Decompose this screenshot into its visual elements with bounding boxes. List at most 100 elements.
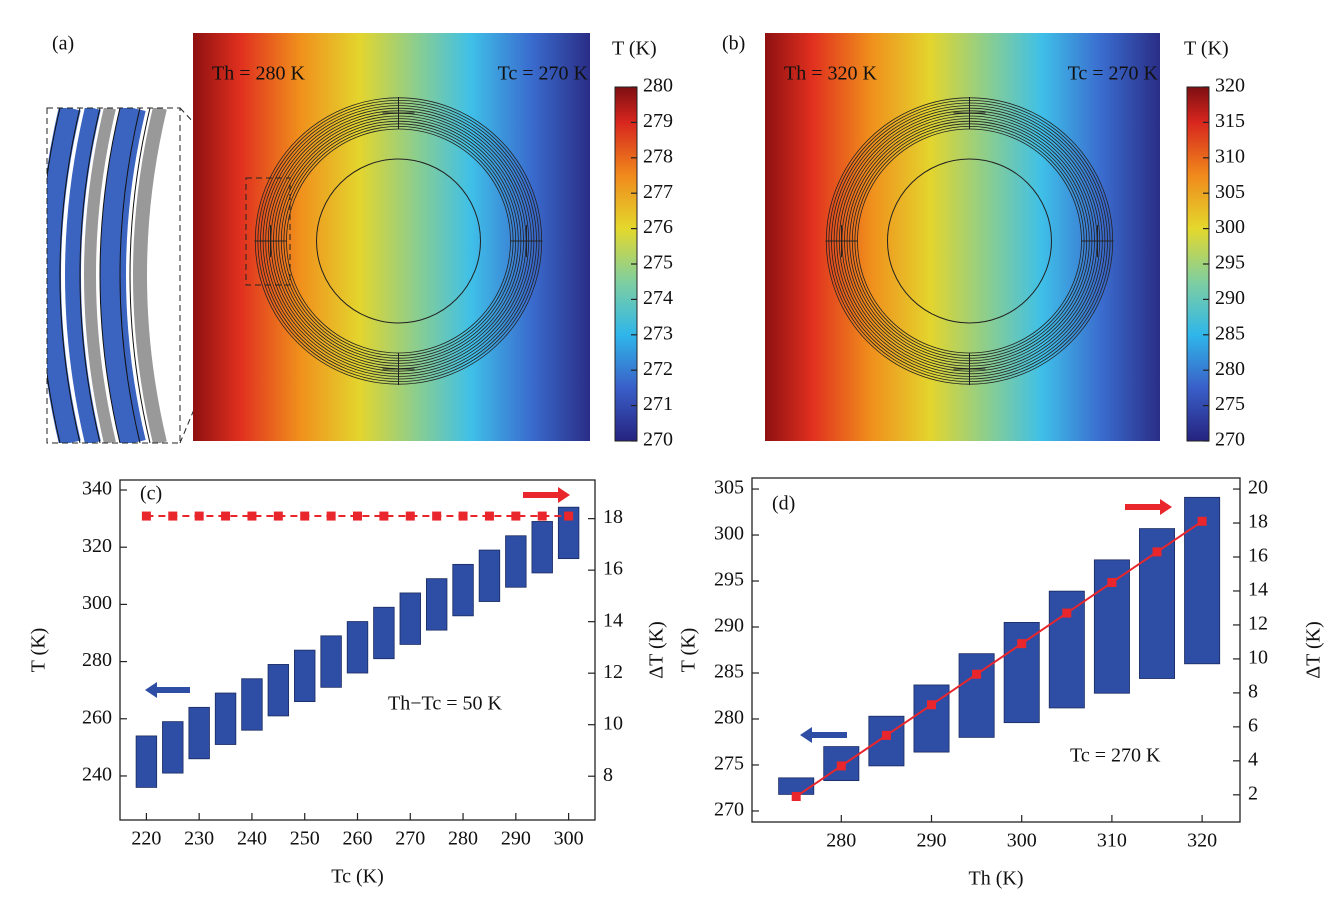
colorbar-tick-label: 279 [643, 110, 673, 132]
x-tick-label: 220 [131, 828, 161, 850]
range-bar [373, 606, 395, 660]
y-tick-label: 285 [714, 661, 744, 683]
delta-t-marker [221, 511, 231, 521]
colorbar-tick-label: 272 [643, 358, 673, 380]
colorbar-tick-label: 277 [643, 181, 673, 203]
temperature-field [193, 33, 590, 441]
delta-t-marker [484, 511, 494, 521]
range-bar [320, 635, 342, 688]
x-axis-label: Th (K) [969, 868, 1024, 890]
range-bar [478, 549, 501, 602]
x-tick-label: 240 [237, 828, 267, 850]
y-tick-label: 280 [82, 649, 112, 671]
y2-tick-label: 10 [603, 712, 623, 734]
colorbar-tick-label: 315 [1215, 110, 1245, 132]
delta-t-marker [1017, 639, 1027, 649]
delta-t-marker [326, 511, 336, 521]
colorbar-tick-label: 305 [1215, 181, 1245, 203]
x-tick-label: 320 [1187, 830, 1217, 852]
inset-frame [46, 107, 181, 444]
colorbar-tick-label: 295 [1215, 252, 1245, 274]
panel-label: (d) [772, 493, 795, 515]
y-tick-label: 320 [82, 535, 112, 557]
range-bar [241, 678, 263, 731]
colorbar-tick-label: 270 [1215, 429, 1245, 451]
delta-t-marker [1107, 577, 1117, 587]
range-bar [346, 621, 369, 674]
y-tick-label: 305 [714, 477, 744, 499]
arrow-head [1160, 499, 1172, 515]
inset [47, 108, 167, 443]
x-axis-label: Tc (K) [331, 866, 383, 888]
panel-label: (a) [52, 33, 74, 55]
cross-mark [953, 353, 986, 385]
delta-t-marker [379, 511, 389, 521]
delta-t-marker [511, 511, 521, 521]
delta-t-marker [141, 511, 151, 521]
cross-mark [953, 97, 986, 129]
zoom-box [245, 177, 291, 286]
annotation: Th = 320 K [784, 63, 877, 85]
y-tick-label: 340 [82, 478, 112, 500]
delta-t-marker [432, 511, 442, 521]
colorbar-tick-label: 275 [643, 252, 673, 274]
delta-t-marker [927, 700, 937, 710]
colorbar-title: T (K) [1184, 38, 1229, 60]
x-tick-label: 280 [826, 830, 856, 852]
y-tick-label: 295 [714, 569, 744, 591]
colorbar-tick-label: 310 [1215, 145, 1245, 167]
range-bar [868, 715, 905, 767]
colorbar-title: T (K) [612, 38, 657, 60]
delta-t-marker [300, 511, 310, 521]
y2-tick-label: 14 [1248, 579, 1268, 601]
plot-frame [751, 477, 1241, 823]
y2-axis-label: ΔT (K) [1303, 621, 1325, 678]
y-tick-label: 270 [714, 799, 744, 821]
x-tick-label: 300 [1007, 830, 1037, 852]
delta-t-marker [1197, 516, 1207, 526]
x-tick-label: 260 [343, 828, 373, 850]
y2-tick-label: 16 [1248, 545, 1268, 567]
range-bar [425, 578, 448, 631]
annotation: Tc = 270 K [1070, 745, 1161, 767]
y-tick-label: 240 [82, 764, 112, 786]
y2-tick-label: 2 [1248, 782, 1258, 804]
range-bar [188, 706, 210, 760]
range-bar [1048, 590, 1085, 709]
x-tick-label: 310 [1097, 830, 1127, 852]
y-axis-label: T (K) [28, 628, 50, 673]
cross-mark [825, 225, 858, 257]
delta-t-marker [972, 669, 982, 679]
inner-region [316, 158, 481, 324]
y2-tick-label: 10 [1248, 647, 1268, 669]
range-bar [531, 521, 553, 574]
annotation: Tc = 270 K [498, 63, 589, 85]
delta-t-marker [836, 761, 846, 771]
arrow-head [558, 487, 570, 503]
annotation: Th−Tc = 50 K [388, 693, 502, 715]
colorbar-tick-label: 300 [1215, 216, 1245, 238]
colorbar-tick-label: 320 [1215, 75, 1245, 97]
range-bar [778, 777, 815, 795]
delta-t-marker [564, 511, 574, 521]
y2-tick-label: 12 [1248, 613, 1268, 635]
delta-t-marker [537, 511, 547, 521]
delta-t-marker [353, 511, 362, 521]
range-bar [452, 563, 474, 617]
y2-tick-label: 4 [1248, 748, 1258, 770]
delta-t-marker [168, 511, 178, 521]
delta-t-marker [458, 511, 468, 521]
y-tick-label: 275 [714, 753, 744, 775]
range-bar [1003, 622, 1040, 724]
range-bar [557, 506, 580, 560]
panel-label: (b) [722, 33, 745, 55]
delta-t-marker [1062, 608, 1072, 618]
y2-tick-label: 18 [1248, 511, 1268, 533]
delta-t-marker [1152, 547, 1162, 557]
colorbar-tick-label: 274 [643, 287, 673, 309]
range-bar [399, 592, 421, 645]
y2-tick-label: 20 [1248, 477, 1268, 499]
x-tick-label: 230 [184, 828, 214, 850]
y2-tick-label: 6 [1248, 714, 1258, 736]
annotation: Tc = 270 K [1068, 63, 1159, 85]
